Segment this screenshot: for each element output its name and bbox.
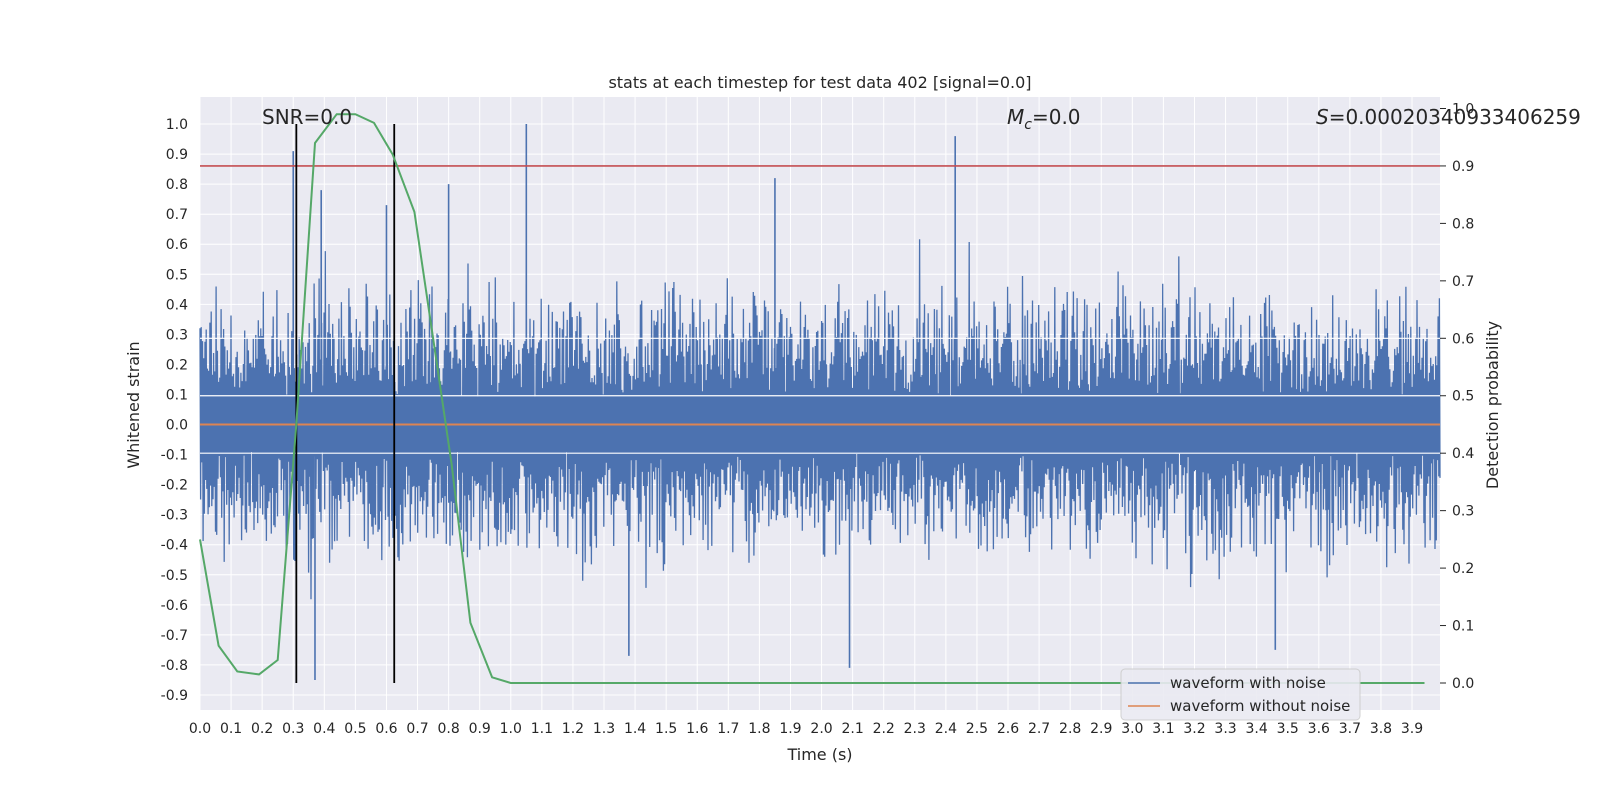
y-tick-label: 0.3 [166, 327, 188, 343]
x-tick-label: 0.5 [344, 721, 366, 737]
s-annotation: S=0.00020340933406259 [1316, 105, 1581, 129]
y-axis-label: Whitened strain [124, 341, 143, 468]
x-tick-label: 0.3 [282, 721, 304, 737]
x-tick-label: 0.1 [220, 721, 242, 737]
x-tick-label: 3.1 [1152, 721, 1174, 737]
x-tick-label: 0.2 [251, 721, 273, 737]
x-tick-label: 0.0 [189, 721, 211, 737]
y2-tick-label: 1.0 [1452, 101, 1474, 117]
x-tick-label: 2.2 [873, 721, 895, 737]
y-tick-label: -0.7 [161, 628, 188, 644]
y2-tick-label: 0.7 [1452, 274, 1474, 290]
x-tick-label: 3.2 [1183, 721, 1205, 737]
y2-tick-label: 0.9 [1452, 159, 1474, 175]
x-tick-label: 0.7 [406, 721, 428, 737]
y-tick-label: 0.7 [166, 207, 188, 223]
y-tick-label: 0.8 [166, 177, 188, 193]
y-tick-label: -0.9 [161, 688, 188, 704]
y-axis: -0.9 -0.8 -0.7 -0.6 -0.5 -0.4 -0.3 -0.2 -0.1 0.0 0… [161, 117, 188, 704]
s-symbol: S [1316, 105, 1329, 129]
legend: waveform with noise waveform without noi… [1120, 668, 1361, 721]
x-tick-label: 3.8 [1370, 721, 1392, 737]
x-tick-label: 3.3 [1214, 721, 1236, 737]
chirp-mass-subscript: c [1024, 117, 1032, 133]
y-tick-label: 0.4 [166, 297, 188, 313]
y-tick-label: 0.6 [166, 237, 188, 253]
overlay-lines [199, 113, 1440, 684]
x-tick-label: 2.5 [966, 721, 988, 737]
x-tick-label: 1.6 [686, 721, 708, 737]
y-tick-label: 0.9 [166, 147, 188, 163]
x-tick-label: 2.8 [1059, 721, 1081, 737]
noise-trace [199, 239, 1441, 600]
y2-tick-label: 0.1 [1452, 619, 1474, 635]
legend-label-noise: waveform with noise [1170, 674, 1326, 692]
y2-tick-label: 0.6 [1452, 331, 1474, 347]
x-tick-label: 1.0 [500, 721, 522, 737]
legend-label-clean: waveform without noise [1170, 697, 1350, 715]
x-tick-label: 0.4 [313, 721, 335, 737]
chirp-mass-symbol: M [1007, 105, 1024, 129]
y2-tick-label: 0.4 [1452, 446, 1474, 462]
chart-title: stats at each timestep for test data 402… [608, 73, 1031, 92]
y-tick-label: -0.8 [161, 658, 188, 674]
series-detection-probability [199, 113, 1425, 684]
x-tick-label: 2.1 [841, 721, 863, 737]
x-tick-label: 2.9 [1090, 721, 1112, 737]
y2-tick-label: 0.3 [1452, 504, 1474, 520]
x-tick-label: 2.6 [997, 721, 1019, 737]
x-axis-label: Time (s) [786, 745, 852, 764]
y-tick-label: -0.1 [161, 448, 188, 464]
x-tick-label: 1.8 [748, 721, 770, 737]
x-tick-label: 1.4 [624, 721, 646, 737]
y2-tick-label: 0.0 [1452, 676, 1474, 692]
x-tick-label: 0.9 [469, 721, 491, 737]
x-tick-label: 1.9 [779, 721, 801, 737]
y-tick-label: -0.3 [161, 508, 188, 524]
x-tick-label: 0.8 [437, 721, 459, 737]
y2-axis-label: Detection probability [1483, 321, 1502, 489]
y-tick-label: -0.4 [161, 538, 188, 554]
x-tick-label: 3.0 [1121, 721, 1143, 737]
x-axis: 0.0 0.1 0.2 0.3 0.4 0.5 0.6 0.7 0.8 0.9 1.0 1.1 1.2 1… [189, 721, 1423, 737]
x-tick-label: 0.6 [375, 721, 397, 737]
x-tick-label: 2.0 [810, 721, 832, 737]
y-tick-label: -0.2 [161, 478, 188, 494]
y-tick-label: 0.1 [166, 387, 188, 403]
x-tick-label: 3.6 [1308, 721, 1330, 737]
x-tick-label: 1.1 [531, 721, 553, 737]
y-tick-label: 0.2 [166, 357, 188, 373]
x-tick-label: 2.4 [935, 721, 957, 737]
y2-tick-label: 0.2 [1452, 561, 1474, 577]
x-tick-label: 1.7 [717, 721, 739, 737]
y-tick-label: -0.6 [161, 598, 188, 614]
y2-tick-label: 0.5 [1452, 389, 1474, 405]
snr-annotation: SNR=0.0 [262, 105, 352, 129]
x-tick-label: 2.7 [1028, 721, 1050, 737]
x-tick-label: 3.5 [1277, 721, 1299, 737]
y-tick-label: -0.5 [161, 568, 188, 584]
chirp-mass-annotation: Mc=0.0 [1007, 105, 1081, 133]
s-value: =0.00020340933406259 [1329, 105, 1581, 129]
y2-tick-label: 0.8 [1452, 216, 1474, 232]
y-tick-label: 1.0 [166, 117, 188, 133]
x-tick-label: 3.4 [1246, 721, 1268, 737]
x-tick-label: 3.9 [1401, 721, 1423, 737]
y-tick-label: 0.0 [166, 418, 188, 434]
x-tick-label: 2.3 [904, 721, 926, 737]
y2-axis: 0.0 0.1 0.2 0.3 0.4 0.5 0.6 0.7 0.8 0.9 1.0 [1440, 101, 1474, 692]
x-tick-label: 1.3 [593, 721, 615, 737]
x-tick-label: 3.7 [1339, 721, 1361, 737]
series-waveform-with-noise [199, 124, 1441, 680]
x-tick-label: 1.5 [655, 721, 677, 737]
y-tick-label: 0.5 [166, 267, 188, 283]
chirp-mass-value: =0.0 [1032, 105, 1081, 129]
x-tick-label: 1.2 [562, 721, 584, 737]
